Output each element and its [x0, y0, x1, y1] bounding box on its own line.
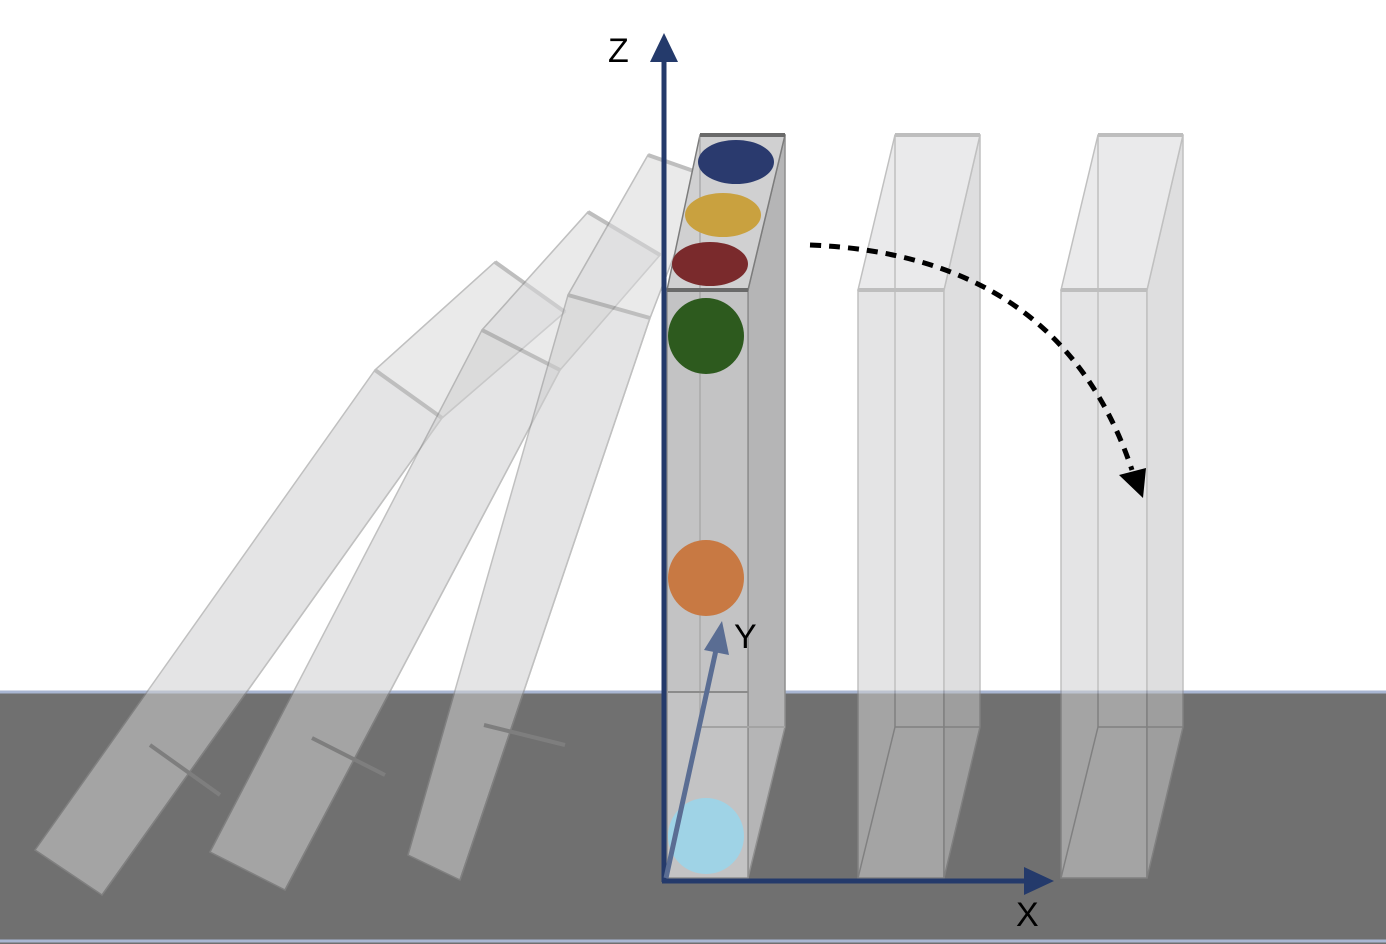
maroon-dot	[672, 242, 748, 286]
x-axis-label: X	[1016, 896, 1039, 934]
y-axis-label: Y	[734, 618, 757, 656]
tilted-domino-3	[407, 153, 706, 882]
x-axis-arrowhead-icon	[1024, 867, 1054, 895]
y-axis	[663, 649, 719, 879]
standing-domino-2	[857, 133, 981, 879]
navy-dot	[698, 140, 774, 184]
z-axis-arrowhead-icon	[650, 33, 678, 62]
coordinate-axes: Z X Y	[608, 32, 1054, 934]
rotation-arrowhead-icon	[1119, 468, 1146, 498]
rotation-arrow	[809, 242, 1146, 498]
standing-domino-3	[1060, 133, 1184, 879]
gold-dot	[685, 193, 761, 237]
light-blue-dot	[668, 798, 744, 874]
green-dot	[668, 298, 744, 374]
z-axis-label: Z	[608, 32, 629, 70]
tilted-domino-1	[33, 260, 567, 897]
y-axis-arrowhead-icon	[704, 621, 729, 655]
orange-dot	[668, 540, 744, 616]
